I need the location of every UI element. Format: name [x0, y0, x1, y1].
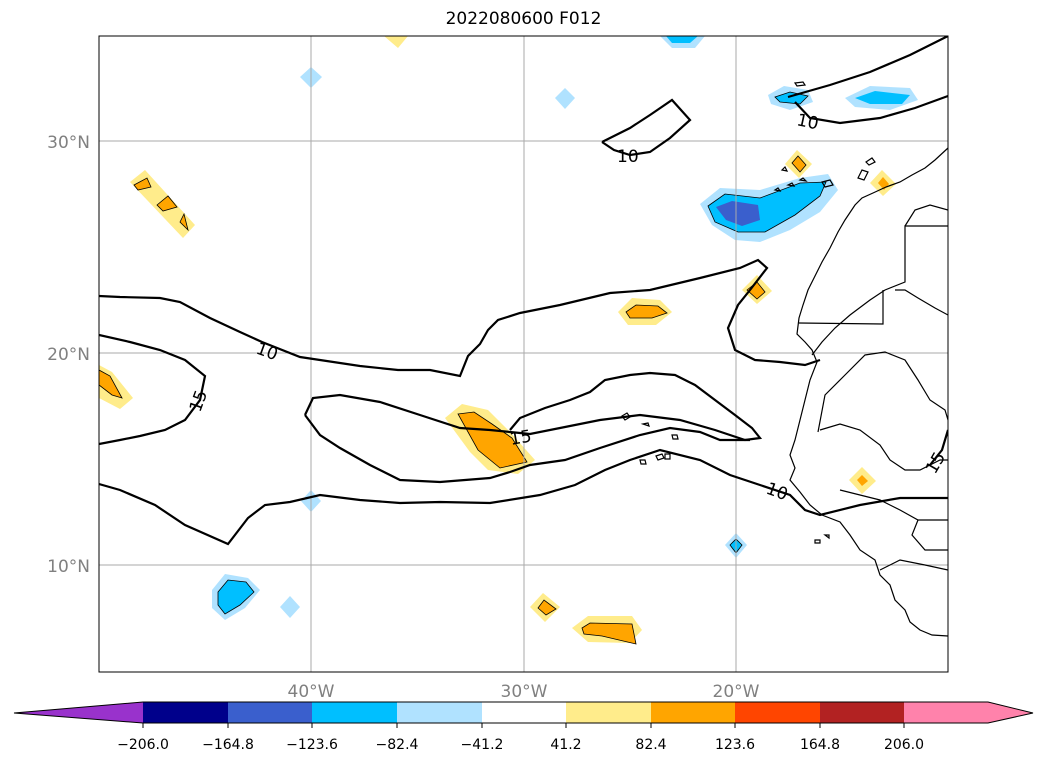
- colorbar-tick-label: 164.8: [800, 737, 840, 753]
- gridlines: [99, 36, 948, 672]
- shaded-anomalies: [99, 36, 918, 645]
- map-title: 2022080600 F012: [445, 9, 602, 29]
- contour-lines: [99, 36, 948, 546]
- colorbar-extend-high: [988, 702, 1033, 723]
- map-frame: [98, 35, 949, 673]
- contour-label: 15: [186, 388, 212, 415]
- contour-label: 10: [253, 339, 280, 365]
- lon-label: 20°W: [713, 682, 760, 702]
- colorbar-extend-low: [14, 702, 143, 723]
- contour-label: 10: [763, 479, 790, 505]
- colorbar-bin: [651, 702, 735, 723]
- colorbar-tick-label: 123.6: [715, 737, 755, 753]
- colorbar-tick-label: 82.4: [635, 737, 666, 753]
- lon-label: 30°W: [501, 682, 548, 702]
- contour-labels: 10 10 10 10 15 15 15: [186, 110, 950, 505]
- map-area: 10 10 10 10 15 15 15: [99, 36, 950, 672]
- colorbar-tick-label: 41.2: [550, 737, 581, 753]
- colorbar-tick-label: −82.4: [376, 737, 419, 753]
- colorbar-bin: [904, 702, 988, 723]
- colorbar-tick-label: 206.0: [884, 737, 924, 753]
- colorbar-bin: [228, 702, 312, 723]
- colorbar-bin: [735, 702, 820, 723]
- lat-label: 30°N: [47, 133, 90, 153]
- colorbar-bin: [312, 702, 397, 723]
- colorbar-tick-label: −164.8: [202, 737, 254, 753]
- colorbar-tick-label: −123.6: [286, 737, 338, 753]
- colorbar-tick-label: −206.0: [117, 737, 169, 753]
- contour-label: 15: [508, 426, 533, 449]
- colorbar: −206.0 −164.8 −123.6 −82.4 −41.2 41.2 82…: [13, 701, 1034, 753]
- lon-label: 40°W: [288, 682, 335, 702]
- contour-label: 15: [922, 449, 950, 478]
- colorbar-tick-label: −41.2: [461, 737, 504, 753]
- latitude-labels: 30°N 20°N 10°N: [47, 133, 90, 577]
- contour-label: 10: [795, 110, 820, 134]
- lat-label: 10°N: [47, 557, 90, 577]
- longitude-labels: 40°W 30°W 20°W: [288, 682, 760, 702]
- colorbar-bin: [566, 702, 651, 723]
- coastlines: [621, 81, 948, 637]
- colorbar-bin: [397, 702, 482, 723]
- lat-label: 20°N: [47, 345, 90, 365]
- contour-label: 10: [617, 147, 639, 167]
- colorbar-bin: [820, 702, 904, 723]
- colorbar-bin: [143, 702, 228, 723]
- colorbar-bin: [482, 702, 566, 723]
